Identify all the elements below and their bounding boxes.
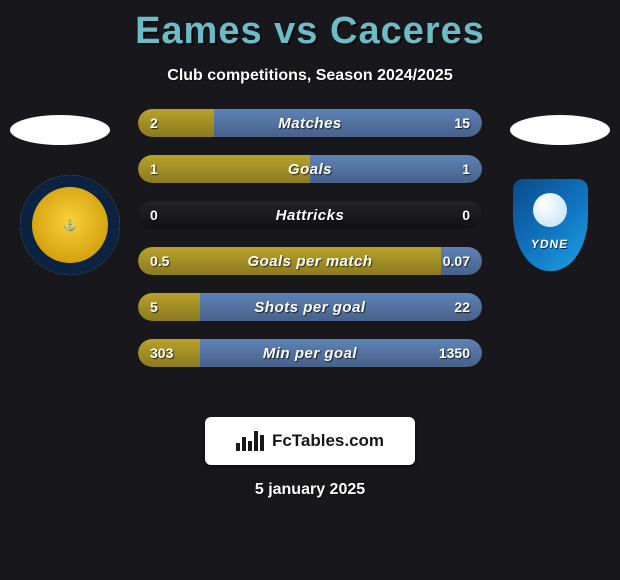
date-label: 5 january 2025 xyxy=(0,481,620,499)
stat-label: Hattricks xyxy=(138,201,482,229)
page-subtitle: Club competitions, Season 2024/2025 xyxy=(0,67,620,85)
sydney-badge: YDNE xyxy=(513,179,588,271)
stat-bar: 0.50.07Goals per match xyxy=(138,247,482,275)
mariners-badge-inner: ⚓ xyxy=(32,187,108,263)
stat-label: Min per goal xyxy=(138,339,482,367)
stat-bar: 3031350Min per goal xyxy=(138,339,482,367)
team-logo-right: YDNE xyxy=(500,175,600,275)
stat-bar: 522Shots per goal xyxy=(138,293,482,321)
brand-text: FcTables.com xyxy=(272,431,384,451)
stat-label: Goals per match xyxy=(138,247,482,275)
stat-bar: 00Hattricks xyxy=(138,201,482,229)
page-title: Eames vs Caceres xyxy=(0,0,620,53)
stat-label: Matches xyxy=(138,109,482,137)
sydney-badge-text: YDNE xyxy=(530,237,569,251)
comparison-panel: ⚓ YDNE 215Matches 11Goals 00Hattricks 0.50.… xyxy=(0,109,620,389)
player-photo-placeholder-right xyxy=(510,115,610,145)
brand-badge: FcTables.com xyxy=(205,417,415,465)
team-logo-left: ⚓ xyxy=(20,175,120,275)
stat-bar: 11Goals xyxy=(138,155,482,183)
stat-bar: 215Matches xyxy=(138,109,482,137)
soccer-ball-icon xyxy=(533,193,567,227)
stat-label: Shots per goal xyxy=(138,293,482,321)
stat-label: Goals xyxy=(138,155,482,183)
stat-bars-container: 215Matches 11Goals 00Hattricks 0.50.07Goals… xyxy=(138,109,482,367)
bar-chart-icon xyxy=(236,431,264,451)
mariners-badge-outer: ⚓ xyxy=(20,175,120,275)
player-photo-placeholder-left xyxy=(10,115,110,145)
